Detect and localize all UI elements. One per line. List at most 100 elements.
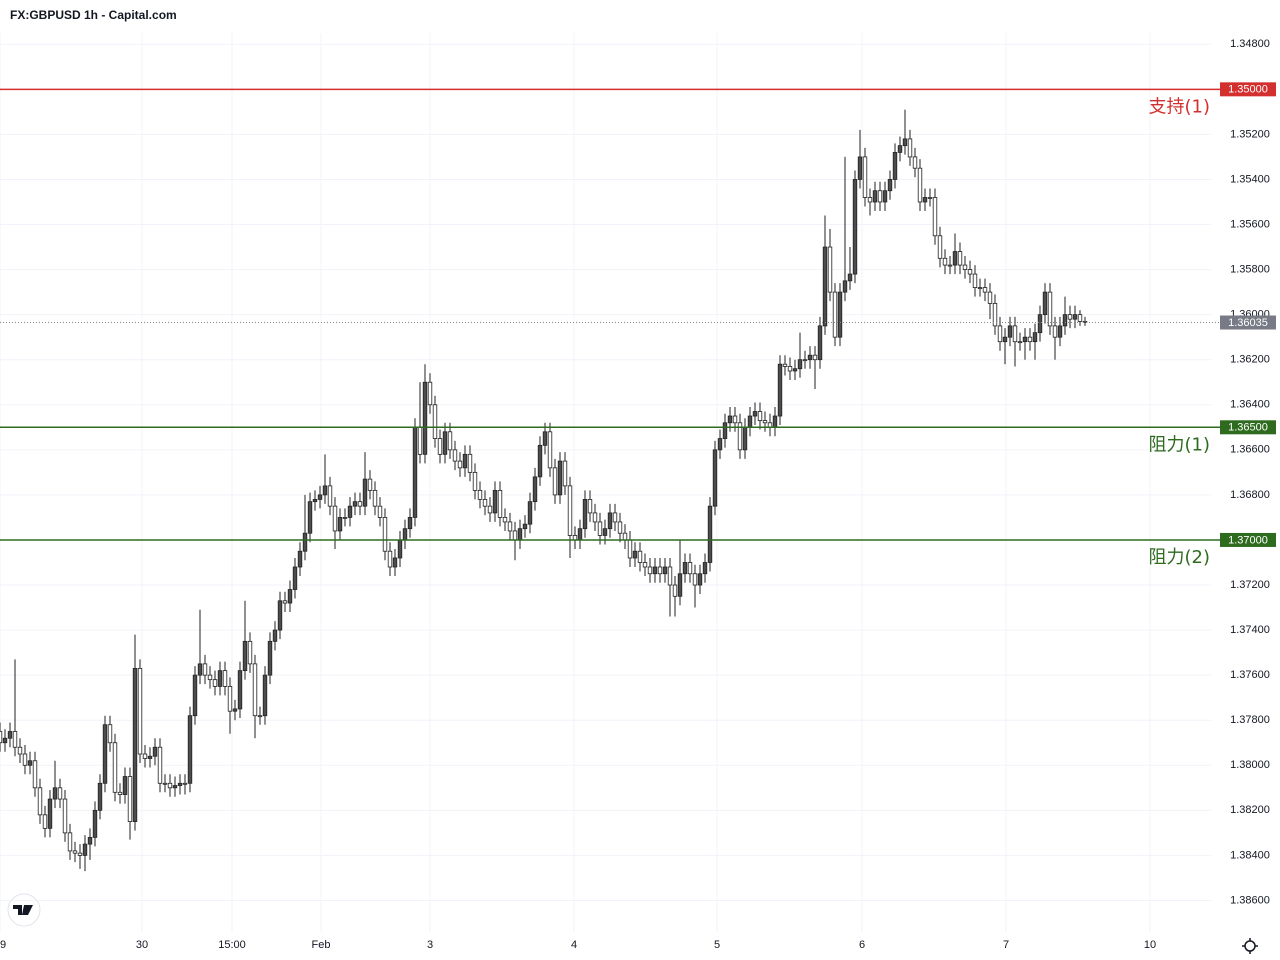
candle-body (452, 449, 458, 462)
settings-icon[interactable] (1242, 938, 1258, 954)
candle-body (257, 715, 263, 718)
candle-body (862, 156, 868, 198)
candle-body (822, 246, 828, 327)
candle-body (442, 431, 448, 455)
candle-body (772, 415, 778, 428)
candle-body (527, 501, 533, 525)
candle-body (637, 550, 643, 563)
candle-body (632, 550, 638, 559)
candle-body (892, 152, 898, 180)
candle-body (487, 505, 493, 514)
y-tick-label: 1.35400 (1230, 173, 1270, 185)
candle-body (532, 476, 538, 503)
y-tick-label: 1.36400 (1230, 399, 1270, 411)
candle-body (502, 517, 508, 523)
candle-body (672, 584, 678, 597)
candle-body (867, 197, 873, 203)
candle-body (812, 354, 818, 361)
candle-body (1072, 314, 1078, 320)
candle-body (1012, 325, 1018, 343)
candle-body (317, 494, 323, 500)
candle-body (27, 760, 33, 766)
y-tick-label: 1.38400 (1230, 849, 1270, 861)
candle-body (627, 539, 633, 559)
candle-body (682, 562, 688, 575)
candle-body (247, 640, 253, 665)
candle-body (477, 489, 483, 500)
candle-body (937, 235, 943, 259)
candle-body (57, 787, 63, 800)
candle-body (422, 381, 428, 455)
candle-body (207, 674, 213, 681)
candle-body (122, 776, 128, 795)
candle-body (357, 501, 363, 507)
candle-body (192, 674, 198, 717)
candle-body (727, 415, 733, 424)
candle-body (592, 512, 598, 523)
candle-body (112, 742, 118, 793)
candle-body (827, 246, 833, 293)
candle-body (702, 562, 708, 575)
candle-body (687, 562, 693, 575)
candle-body (647, 566, 653, 575)
candle-body (302, 532, 308, 552)
last-price-label: 1.36035 (1228, 317, 1268, 329)
candle-body (7, 731, 13, 739)
candle-body (172, 785, 178, 789)
y-tick-label: 1.38000 (1230, 759, 1270, 771)
y-tick-label: 1.37600 (1230, 669, 1270, 681)
candle-body (342, 517, 348, 519)
candle-body (262, 674, 268, 717)
candle-body (722, 422, 728, 439)
candle-body (202, 663, 208, 676)
candle-body (52, 787, 58, 800)
candle-body (577, 528, 583, 541)
candle-body (852, 179, 858, 275)
logo-mark (13, 905, 33, 915)
candle-body (77, 852, 83, 856)
candle-body (697, 573, 703, 586)
candle-body (2, 737, 8, 744)
candle-body (1057, 325, 1063, 338)
candles (0, 109, 1088, 872)
candle-body (147, 755, 153, 759)
y-tick-label: 1.36200 (1230, 354, 1270, 366)
candle-body (272, 629, 278, 642)
candle-body (182, 782, 188, 785)
tradingview-logo (7, 893, 41, 927)
candle-body (787, 366, 793, 372)
gear-teeth[interactable] (1242, 938, 1258, 954)
candle-body (492, 489, 498, 514)
candle-body (947, 264, 953, 267)
candle-body (902, 138, 908, 147)
x-tick-label: 10 (1144, 939, 1156, 951)
candle-body (962, 264, 968, 270)
x-tick-label: 9 (0, 939, 6, 951)
candle-body (137, 667, 143, 755)
candle-body (617, 521, 623, 534)
x-tick-label: 6 (859, 939, 865, 951)
candle-body (47, 798, 53, 829)
candle-body (887, 179, 893, 192)
candle-body (72, 850, 78, 854)
candle-body (322, 485, 328, 496)
candle-body (12, 731, 18, 748)
candle-body (537, 444, 543, 478)
x-tick-label: 3 (427, 939, 433, 951)
candle-body (712, 449, 718, 507)
candle-body (607, 512, 613, 530)
candle-body (457, 460, 463, 469)
candle-body (1007, 325, 1013, 338)
candle-body (0, 731, 3, 744)
candle-body (397, 539, 403, 559)
candle-body (372, 489, 378, 507)
candle-body (542, 431, 548, 446)
candle-body (427, 381, 433, 406)
candle-body (832, 291, 838, 338)
candle-body (152, 746, 158, 757)
candle-body (817, 325, 823, 361)
candle-body (107, 724, 113, 744)
candle-body (707, 505, 713, 563)
